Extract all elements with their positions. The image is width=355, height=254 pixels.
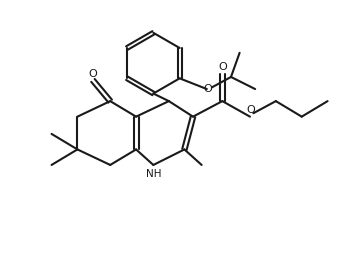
Text: O: O bbox=[88, 69, 97, 79]
Text: O: O bbox=[218, 62, 227, 72]
Text: O: O bbox=[246, 105, 255, 115]
Text: O: O bbox=[203, 84, 212, 94]
Text: NH: NH bbox=[146, 169, 161, 179]
